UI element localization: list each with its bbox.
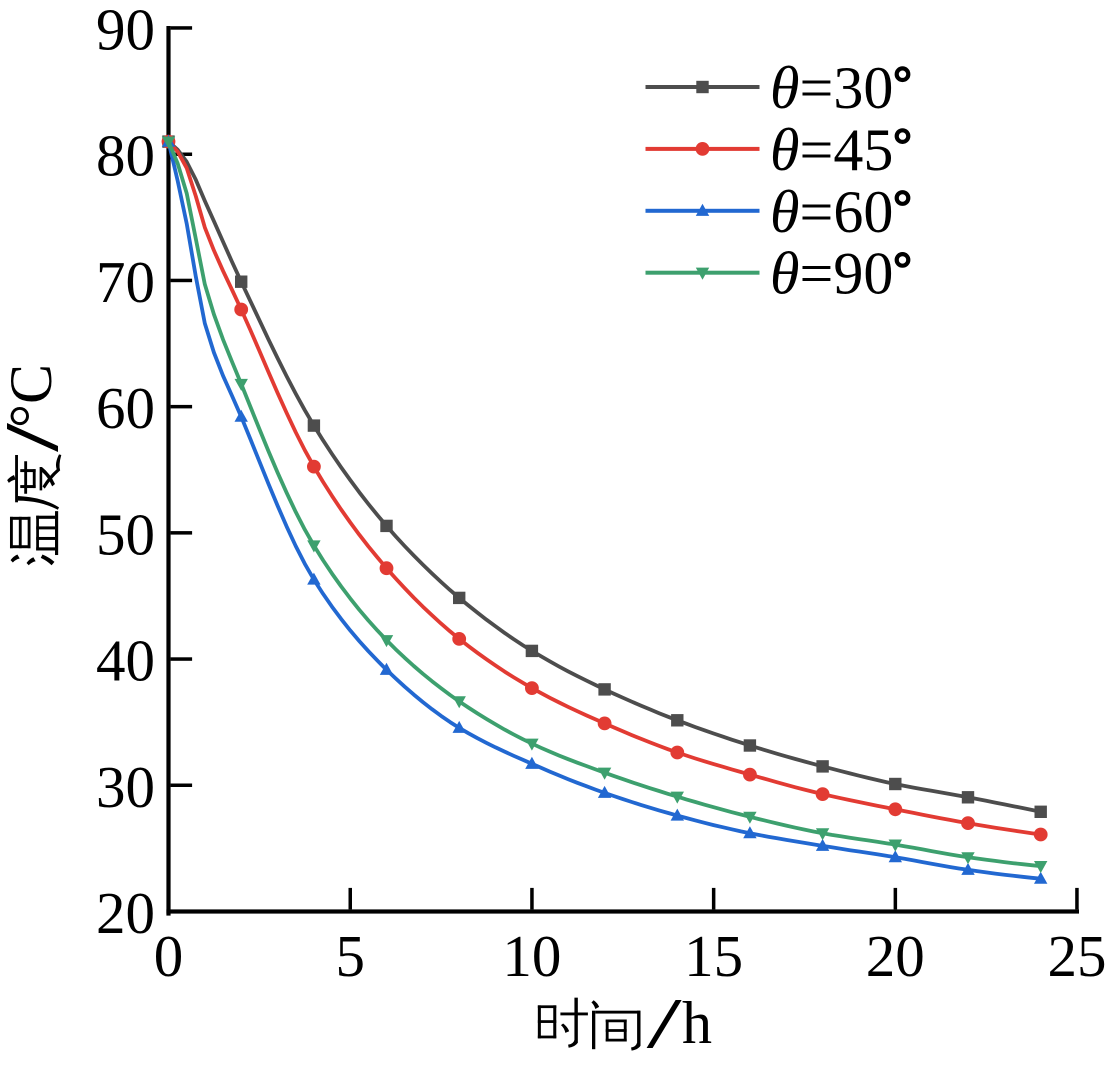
svg-text:70: 70 [96,249,155,315]
svg-text:θ=60: θ=60 [770,179,893,245]
svg-text:20: 20 [96,880,155,946]
svg-text:5: 5 [335,923,365,989]
svg-text:15: 15 [684,923,743,989]
svg-text:h: h [682,990,712,1056]
svg-text:0: 0 [154,923,184,989]
svg-text:25: 25 [1048,923,1107,989]
svg-text:θ=30: θ=30 [770,55,893,121]
svg-text:80: 80 [96,123,155,189]
svg-text:θ=45: θ=45 [770,117,893,183]
svg-text:°C: °C [0,364,64,428]
svg-text:20: 20 [866,923,925,989]
svg-text:10: 10 [502,923,561,989]
svg-text:90: 90 [96,0,155,63]
svg-text:30: 30 [96,754,155,820]
svg-text:40: 40 [96,628,155,694]
svg-text:60: 60 [96,375,155,441]
svg-text:θ=90: θ=90 [770,241,893,307]
svg-text:50: 50 [96,501,155,567]
